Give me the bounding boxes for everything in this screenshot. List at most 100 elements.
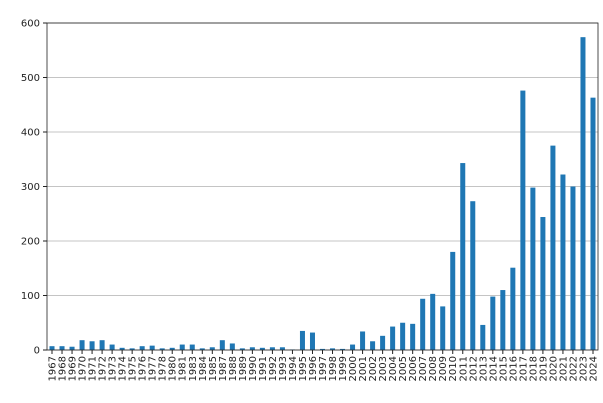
bar bbox=[259, 347, 265, 350]
x-tick-label: 1978 bbox=[158, 356, 169, 381]
x-tick-label: 2003 bbox=[378, 356, 389, 381]
bar bbox=[400, 322, 406, 350]
bar bbox=[500, 290, 506, 350]
x-tick-label: 1995 bbox=[298, 356, 309, 381]
x-tick-label: 2017 bbox=[518, 356, 529, 381]
x-tick-label: 2011 bbox=[458, 356, 469, 381]
bar bbox=[159, 348, 165, 350]
y-tick-label: 400 bbox=[21, 128, 40, 139]
bar bbox=[440, 306, 446, 350]
bar bbox=[580, 37, 586, 351]
bar bbox=[330, 348, 336, 350]
y-tick-label: 300 bbox=[21, 182, 40, 193]
x-tick-label: 1992 bbox=[268, 356, 279, 381]
y-tick-label: 500 bbox=[21, 73, 40, 84]
bar bbox=[370, 341, 376, 350]
bar bbox=[480, 324, 486, 350]
bar bbox=[309, 332, 315, 350]
bar bbox=[560, 174, 566, 350]
bar bbox=[149, 345, 155, 350]
x-tick-label: 2014 bbox=[488, 356, 499, 381]
x-tick-label: 1973 bbox=[108, 356, 119, 381]
bar bbox=[99, 340, 105, 350]
x-tick-label: 1969 bbox=[68, 356, 79, 381]
x-tick-label: 2016 bbox=[508, 356, 519, 381]
plot-frame bbox=[46, 22, 599, 351]
y-tick-label: 200 bbox=[21, 237, 40, 248]
x-tick-label: 1984 bbox=[198, 356, 209, 381]
x-tick-label: 2021 bbox=[558, 356, 569, 381]
bar bbox=[139, 346, 145, 350]
x-tick-label: 2009 bbox=[438, 356, 449, 381]
x-tick-label: 1977 bbox=[148, 356, 159, 381]
bar bbox=[119, 347, 125, 350]
x-tick-label: 1994 bbox=[288, 356, 299, 381]
x-tick-label: 2006 bbox=[408, 356, 419, 381]
bar bbox=[510, 267, 516, 350]
x-tick-label: 1998 bbox=[328, 356, 339, 381]
x-tick-label: 2018 bbox=[528, 356, 539, 381]
bar bbox=[269, 347, 275, 350]
x-tick-label: 1993 bbox=[278, 356, 289, 381]
bar bbox=[420, 298, 426, 350]
bar bbox=[490, 296, 496, 350]
x-tick-label: 2020 bbox=[548, 356, 559, 381]
x-tick-label: 1980 bbox=[168, 356, 179, 381]
x-tick-label: 2022 bbox=[568, 356, 579, 381]
x-tick-label: 2013 bbox=[478, 356, 489, 381]
bar bbox=[460, 163, 466, 350]
x-tick-label: 1967 bbox=[48, 356, 59, 381]
x-tick-label: 1989 bbox=[238, 356, 249, 381]
x-tick-label: 1968 bbox=[58, 356, 69, 381]
bar bbox=[249, 347, 255, 350]
bar bbox=[189, 344, 195, 350]
x-tick-label: 1997 bbox=[318, 356, 329, 381]
x-tick-label: 1991 bbox=[258, 356, 269, 381]
bar bbox=[79, 340, 85, 350]
x-tick-label: 1999 bbox=[338, 356, 349, 381]
bar bbox=[520, 90, 526, 350]
bar bbox=[219, 340, 225, 350]
x-tick-label: 1970 bbox=[78, 356, 89, 381]
x-tick-label: 1975 bbox=[128, 356, 139, 381]
x-tick-label: 1996 bbox=[308, 356, 319, 381]
x-tick-label: 1976 bbox=[138, 356, 149, 381]
x-tick-label: 1985 bbox=[208, 356, 219, 381]
bar bbox=[540, 217, 546, 350]
x-tick-label: 1988 bbox=[228, 356, 239, 381]
bar bbox=[450, 251, 456, 350]
bar bbox=[199, 348, 205, 350]
y-tick-label: 600 bbox=[21, 19, 40, 30]
bar bbox=[530, 187, 536, 350]
x-tick-label: 2012 bbox=[468, 356, 479, 381]
x-tick-label: 1972 bbox=[98, 356, 109, 381]
bar bbox=[109, 344, 115, 350]
x-tick-label: 1983 bbox=[188, 356, 199, 381]
bar bbox=[239, 348, 245, 350]
x-tick-label: 2010 bbox=[448, 356, 459, 381]
x-tick-label: 2008 bbox=[428, 356, 439, 381]
x-tick-label: 2007 bbox=[418, 356, 429, 381]
x-tick-label: 2000 bbox=[348, 356, 359, 381]
bar bbox=[169, 347, 175, 350]
bar bbox=[229, 343, 235, 350]
bar bbox=[209, 347, 215, 350]
x-tick-label: 2001 bbox=[358, 356, 369, 381]
bar bbox=[279, 347, 285, 350]
x-tick-label: 2004 bbox=[388, 356, 399, 381]
bar bbox=[49, 346, 55, 350]
bar bbox=[410, 323, 416, 350]
bar bbox=[69, 346, 75, 350]
x-tick-label: 1971 bbox=[88, 356, 99, 381]
bar bbox=[89, 341, 95, 350]
x-tick-label: 1981 bbox=[178, 356, 189, 381]
x-tick-label: 2015 bbox=[498, 356, 509, 381]
bar bbox=[319, 348, 326, 350]
y-tick-label: 0 bbox=[34, 346, 40, 357]
bar bbox=[430, 293, 436, 350]
x-tick-label: 1990 bbox=[248, 356, 259, 381]
x-tick-label: 2002 bbox=[368, 356, 379, 381]
bar bbox=[590, 97, 596, 350]
bar bbox=[340, 348, 346, 350]
x-tick-label: 2019 bbox=[538, 356, 549, 381]
